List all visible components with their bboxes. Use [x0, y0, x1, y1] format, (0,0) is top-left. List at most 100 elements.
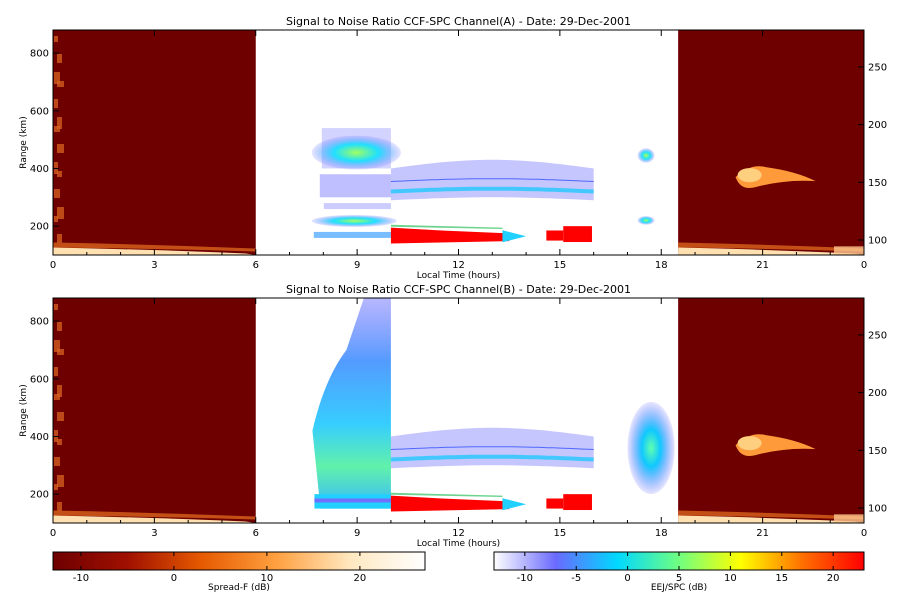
echo-layer [319, 174, 391, 198]
y-axis-label: Range (km) [19, 384, 29, 436]
spread-f-plume-core [737, 436, 762, 451]
spread-f-background [53, 298, 256, 523]
echo-blob [637, 148, 655, 163]
y-tick-label: 400 [30, 432, 49, 443]
y-tick-label: 600 [30, 106, 49, 117]
eej-block [546, 230, 564, 241]
y-tick-label: 200 [30, 222, 49, 233]
x-tick-label: 6 [253, 260, 259, 271]
x-tick-label: 18 [655, 528, 668, 539]
spread-f-right-edge [834, 514, 864, 523]
spread-f-window [53, 30, 256, 255]
spread-f-streak [54, 457, 60, 466]
spread-f-streak [57, 81, 64, 87]
x-tick-label: 0 [50, 260, 56, 271]
x-tick-label: 15 [554, 528, 567, 539]
x-tick-label: 12 [452, 528, 465, 539]
x-tick-label: 3 [151, 260, 157, 271]
x-axis-label: Local Time (hours) [417, 271, 500, 281]
colorbar-gradient [52, 551, 426, 571]
spread-f-band-edge [678, 510, 864, 520]
spread-f-streak [54, 36, 58, 42]
plot-area [53, 30, 864, 255]
colorbar-tick-label: 5 [676, 573, 682, 584]
colorbar-tick-label: -10 [73, 573, 89, 584]
colorbar-label: EEJ/SPC (dB) [651, 583, 707, 593]
eej-wedge [390, 495, 510, 512]
spread-f-window [678, 298, 864, 523]
colorbar-tick-label: 0 [624, 573, 630, 584]
panel-channel-b: Signal to Noise Ratio CCF-SPC Channel(B)… [19, 283, 887, 549]
spread-f-right-edge [834, 246, 864, 255]
eej-edge [390, 492, 503, 498]
eej-block [563, 494, 592, 511]
x-tick-label: 15 [554, 260, 567, 271]
plot-area [53, 298, 864, 523]
x-tick-label: 0 [861, 528, 867, 539]
echo-blob [311, 214, 397, 227]
x-tick-label: 21 [756, 260, 769, 271]
colorbar-tick-label: 20 [827, 573, 840, 584]
x-tick-label: 0 [50, 528, 56, 539]
y-tick-label: 800 [30, 49, 49, 60]
echo-blob [311, 135, 401, 170]
colorbar-tick-label: 0 [171, 573, 177, 584]
y2-tick-label: 200 [868, 388, 887, 399]
eej-tail [502, 498, 527, 511]
spread-f-streak [57, 144, 64, 153]
spread-f-streak [54, 99, 58, 108]
echo-blob [637, 216, 655, 225]
y2-tick-label: 100 [868, 504, 887, 515]
echo-layer [323, 203, 391, 210]
spread-f-window [678, 30, 864, 255]
spread-f-background [53, 30, 256, 255]
echo-region [390, 159, 594, 201]
spread-f-band-edge [53, 510, 256, 520]
spread-f-streak [57, 349, 64, 355]
spread-f-streak [54, 367, 58, 376]
eej-edge [390, 224, 503, 230]
spread-f-band-edge [53, 242, 256, 252]
spread-f-streak [57, 171, 62, 177]
weak-echo-line [390, 178, 594, 182]
echo-layer [314, 498, 391, 503]
colorbar-tick-label: 10 [724, 573, 737, 584]
x-tick-label: 9 [354, 528, 360, 539]
spread-f-streak [57, 475, 64, 487]
x-tick-label: 0 [861, 260, 867, 271]
spread-f-streak [54, 189, 60, 198]
spread-f-streak [54, 72, 60, 84]
spread-f-window [53, 298, 256, 523]
spread-f-bottom-band [678, 247, 864, 255]
spread-f-streak [57, 439, 62, 445]
spread-f-streak [57, 234, 62, 243]
colorbar-tick-label: 15 [775, 573, 788, 584]
echo-region [311, 128, 401, 238]
echo-region [627, 401, 675, 495]
x-axis-label: Local Time (hours) [417, 539, 500, 549]
spread-f-streak [57, 117, 62, 129]
y-axis-label: Range (km) [19, 116, 29, 168]
panel-title: Signal to Noise Ratio CCF-SPC Channel(B)… [286, 283, 631, 296]
panel-channel-a: Signal to Noise Ratio CCF-SPC Channel(A)… [19, 15, 887, 281]
x-tick-label: 21 [756, 528, 769, 539]
eej-block [546, 498, 564, 509]
colorbar-label: Spread-F (dB) [208, 583, 270, 593]
spread-f-streak [57, 207, 64, 219]
weak-echo-core [390, 186, 594, 194]
echo-region [637, 216, 655, 225]
eej-wedge [390, 227, 510, 244]
spread-f-streak [57, 502, 62, 511]
echo-region [637, 148, 655, 163]
weak-echo-core [390, 454, 594, 462]
echo-region [312, 298, 391, 509]
y2-tick-label: 250 [868, 62, 887, 73]
spread-f-plume-core [737, 168, 762, 183]
y-tick-label: 600 [30, 374, 49, 385]
panel-title: Signal to Noise Ratio CCF-SPC Channel(A)… [286, 15, 631, 28]
y-tick-label: 200 [30, 490, 49, 501]
spread-echo [312, 298, 391, 509]
eej-block [563, 226, 592, 243]
echo-region [390, 492, 592, 512]
